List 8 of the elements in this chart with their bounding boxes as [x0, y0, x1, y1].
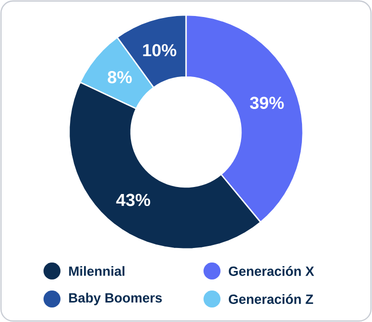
- legend-label: Baby Boomers: [69, 292, 162, 306]
- legend-label: Milennial: [69, 266, 124, 276]
- data-label: 10%: [143, 44, 176, 56]
- legend-label: Generación Z: [228, 294, 314, 304]
- data-label: 43%: [116, 194, 150, 206]
- legend-label: Generación X: [228, 266, 314, 276]
- data-label: 39%: [250, 96, 284, 110]
- data-label: 8%: [108, 71, 132, 84]
